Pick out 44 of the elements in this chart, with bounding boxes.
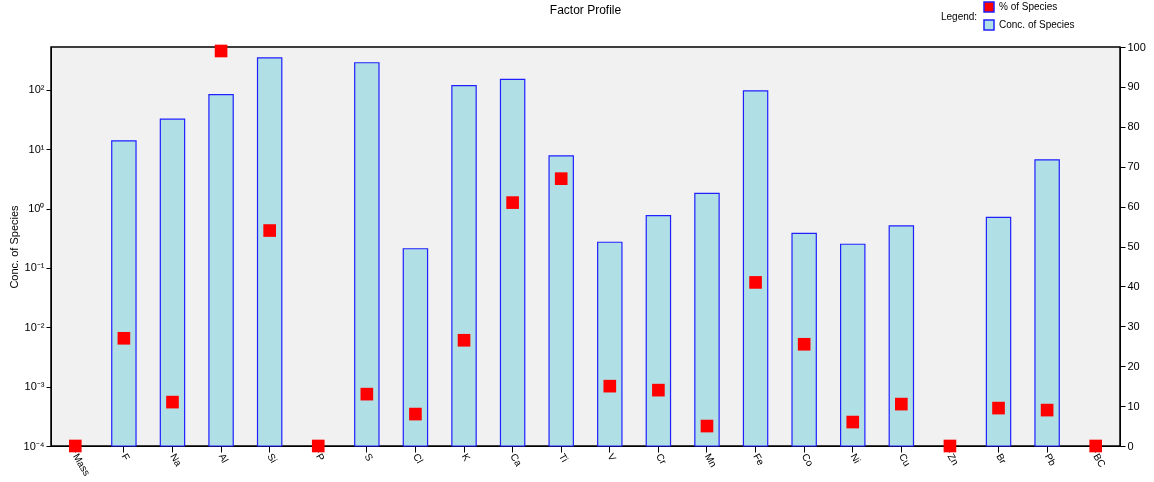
x-tick-label: Na	[168, 451, 185, 469]
y-tick-label: 10¹	[28, 142, 45, 155]
y2-tick-label: 50	[1127, 240, 1140, 252]
y2-tick-label: 100	[1127, 40, 1146, 53]
y2-tick-label: 30	[1127, 319, 1140, 332]
y2-tick-label: 0	[1127, 439, 1134, 452]
x-tick-label: Ni	[848, 451, 863, 466]
y-tick-label: 10⁻²	[24, 320, 45, 333]
y2-tick-label: 40	[1127, 279, 1140, 292]
x-tick-label: Pb	[1042, 451, 1059, 468]
y-tick-label: 10⁰	[28, 202, 45, 215]
y2-tick-label: 10	[1127, 399, 1140, 412]
y2-tick-label: 80	[1127, 120, 1140, 133]
x-tick-label: Cr	[654, 451, 670, 467]
x-tick-label: F	[119, 451, 133, 463]
legend-label: Conc. of Species	[999, 19, 1075, 30]
x-tick-label: BC	[1091, 451, 1108, 470]
x-tick-label: Co	[799, 451, 816, 469]
legend-label: % of Species	[999, 1, 1058, 12]
y-tick-label: 10⁻⁴	[23, 439, 45, 452]
x-tick-label: Ca	[508, 451, 525, 469]
y-tick-label: 10²	[28, 83, 45, 96]
y-axis-title: Conc. of Species	[7, 204, 20, 289]
x-tick-label: Cl	[411, 451, 426, 466]
y2-tick-label: 90	[1127, 80, 1140, 93]
y2-tick-label: 20	[1127, 359, 1140, 372]
x-tick-label: Zn	[945, 451, 961, 468]
x-tick-label: Al	[216, 451, 231, 465]
x-tick-label: Ti	[556, 451, 571, 464]
x-tick-label: Br	[994, 451, 1010, 467]
y-tick-label: 10⁻³	[24, 380, 45, 393]
chart-title: Factor Profile	[549, 3, 622, 17]
x-tick-label: Mn	[702, 451, 720, 470]
x-tick-label: Cu	[897, 451, 913, 469]
x-tick-label: Fe	[751, 451, 767, 468]
x-tick-label: P	[313, 451, 327, 464]
x-tick-label: S	[362, 451, 376, 464]
y2-tick-label: 60	[1127, 200, 1140, 213]
y-tick-label: 10⁻¹	[24, 261, 45, 274]
x-tick-label: K	[459, 451, 473, 464]
y2-tick-label: 70	[1127, 160, 1140, 173]
x-tick-label: Si	[265, 451, 280, 465]
x-tick-label: V	[605, 451, 619, 464]
legend-title: Legend:	[941, 11, 978, 22]
